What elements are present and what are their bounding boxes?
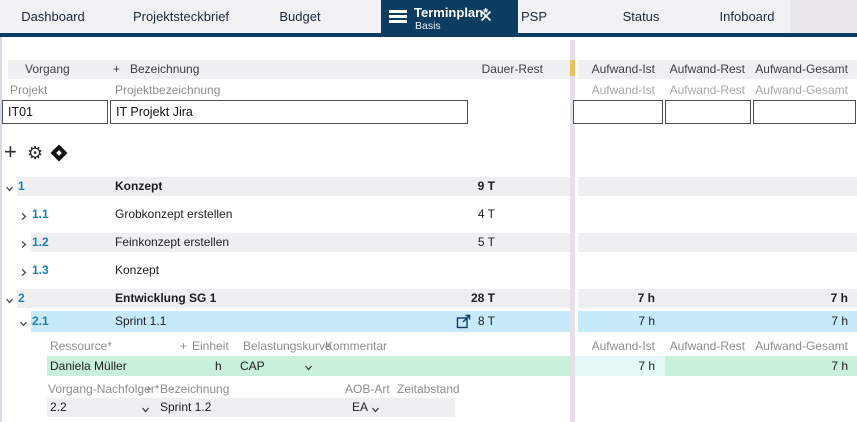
resource-header-kommentar: Kommentar <box>325 339 388 353</box>
task-aufwand-ist: 7 h <box>638 314 655 328</box>
tab-terminplan-active[interactable]: Terminplan* Basis <box>381 0 518 37</box>
task-number: 1.3 <box>32 263 49 277</box>
resource-aufwand-ist: 7 h <box>638 359 655 373</box>
expand-icon[interactable] <box>19 210 28 220</box>
tab-dashboard[interactable]: Dashboard <box>21 9 85 24</box>
project-aufwand-rest-label: Aufwand-Rest <box>669 83 745 97</box>
task-aufwand-gesamt: 7 h <box>830 291 848 305</box>
column-header-aufwand-ist: Aufwand-Ist <box>591 62 655 76</box>
successor-header-zeitabstand: Zeitabstand <box>397 382 460 396</box>
task-row-1[interactable]: 1 Konzept 9 T <box>0 177 857 196</box>
pane-splitter[interactable] <box>570 40 575 422</box>
close-icon[interactable] <box>478 8 494 24</box>
task-duration: 28 T <box>470 291 495 305</box>
active-tab-subtitle: Basis <box>415 20 441 32</box>
column-header-aufwand-rest: Aufwand-Rest <box>669 62 745 76</box>
collapse-icon[interactable] <box>5 182 14 192</box>
add-column-icon[interactable]: + <box>113 62 121 76</box>
task-aufwand-gesamt: 7 h <box>831 314 848 328</box>
resource-header-aufwand-rest: Aufwand-Rest <box>669 339 745 353</box>
resource-header-aufwand-gesamt: Aufwand-Gesamt <box>755 339 848 353</box>
tab-status[interactable]: Status <box>622 9 660 24</box>
tab-psp[interactable]: PSP <box>520 9 547 24</box>
tab-bar: Dashboard Projektsteckbrief Budget PSP S… <box>0 0 857 37</box>
add-resource-icon[interactable]: + <box>180 339 188 353</box>
collapse-icon[interactable] <box>5 294 14 304</box>
active-tab-label: Terminplan* <box>414 5 489 20</box>
task-name: Konzept <box>115 263 160 277</box>
column-header-dauer-rest: Dauer-Rest <box>481 62 543 76</box>
resource-belastungskurve: CAP <box>240 359 265 373</box>
project-field-label: Projekt <box>10 83 48 97</box>
task-number: 1.2 <box>32 235 49 249</box>
settings-icon[interactable]: ⚙ <box>27 143 44 163</box>
column-header-vorgang: Vorgang <box>25 62 70 76</box>
resource-header-einheit: Einheit <box>192 339 229 353</box>
task-name: Entwicklung SG 1 <box>115 291 217 305</box>
project-aufwand-gesamt-label: Aufwand-Gesamt <box>755 83 848 97</box>
task-row-1-1[interactable]: 1.1 Grobkonzept erstellen 4 T <box>0 205 857 224</box>
task-name: Konzept <box>115 179 163 193</box>
chevron-down-icon[interactable] <box>141 403 150 413</box>
project-name-field-label: Projektbezeichnung <box>115 83 221 97</box>
column-header-bezeichnung: Bezeichnung <box>130 62 200 76</box>
task-row-2[interactable]: 2 Entwicklung SG 1 28 T 7 h 7 h <box>0 289 857 308</box>
task-duration: 4 T <box>477 207 495 221</box>
task-number: 1.1 <box>32 207 49 221</box>
project-aufwand-ist-label: Aufwand-Ist <box>591 83 655 97</box>
expand-icon[interactable] <box>19 266 28 276</box>
tab-budget[interactable]: Budget <box>279 9 321 24</box>
chevron-down-icon[interactable] <box>371 403 380 413</box>
task-name: Feinkonzept erstellen <box>115 235 230 249</box>
task-duration: 9 T <box>477 179 495 193</box>
project-aufwand-rest-input[interactable] <box>665 100 751 124</box>
project-id-input[interactable] <box>2 100 108 124</box>
open-detail-icon[interactable] <box>455 313 472 330</box>
splitter-marker <box>570 60 575 76</box>
left-edge-strip <box>0 37 2 422</box>
successor-header-aob-art: AOB-Art <box>345 382 390 396</box>
grid-header-band-left <box>8 60 570 79</box>
project-aufwand-ist-input[interactable] <box>573 100 663 124</box>
successor-header-bezeichnung: Bezeichnung <box>160 382 230 396</box>
successor-aob-art: EA <box>352 400 369 414</box>
tab-bar-spacer <box>790 0 857 33</box>
task-name: Sprint 1.1 <box>115 314 167 328</box>
task-name: Grobkonzept erstellen <box>115 207 233 221</box>
successor-bezeichnung: Sprint 1.2 <box>160 400 212 414</box>
resource-header-aufwand-ist: Aufwand-Ist <box>591 339 655 353</box>
add-task-icon[interactable]: + <box>4 139 17 164</box>
task-row-1-3[interactable]: 1.3 Konzept <box>0 261 857 280</box>
collapse-icon[interactable] <box>19 317 28 327</box>
task-aufwand-ist: 7 h <box>637 291 655 305</box>
expand-icon[interactable] <box>19 238 28 248</box>
successor-vorgang: 2.2 <box>50 400 67 414</box>
column-header-aufwand-gesamt: Aufwand-Gesamt <box>755 62 848 76</box>
grid-header-band-right <box>578 60 857 79</box>
diamond-icon[interactable] <box>50 144 68 162</box>
resource-header-ressource: Ressource* <box>50 339 113 353</box>
add-successor-icon[interactable]: + <box>145 382 153 396</box>
resource-name: Daniela Müller <box>50 359 127 373</box>
chevron-down-icon[interactable] <box>304 361 313 371</box>
resource-header-belastungskurve: Belastungskurve <box>243 339 332 353</box>
project-aufwand-gesamt-input[interactable] <box>753 100 856 124</box>
task-number: 1 <box>18 179 25 193</box>
task-row-2-1-selected[interactable]: 2.1 Sprint 1.1 8 T 7 h 7 h <box>0 311 857 332</box>
task-number: 2 <box>18 291 25 305</box>
task-duration: 5 T <box>477 235 495 249</box>
resource-aufwand-ist-cell <box>575 356 665 376</box>
task-number: 2.1 <box>32 314 49 328</box>
menu-icon[interactable] <box>389 10 407 24</box>
project-name-input[interactable] <box>110 100 468 124</box>
successor-header-vorgang-nachfolger: Vorgang-Nachfolger* <box>48 382 160 396</box>
task-duration: 8 T <box>477 314 495 328</box>
tab-infoboard[interactable]: Infoboard <box>719 9 775 24</box>
task-row-1-2[interactable]: 1.2 Feinkonzept erstellen 5 T <box>0 233 857 252</box>
tab-projektsteckbrief[interactable]: Projektsteckbrief <box>132 9 230 24</box>
resource-aufwand-gesamt: 7 h <box>831 359 848 373</box>
resource-einheit: h <box>215 359 222 373</box>
